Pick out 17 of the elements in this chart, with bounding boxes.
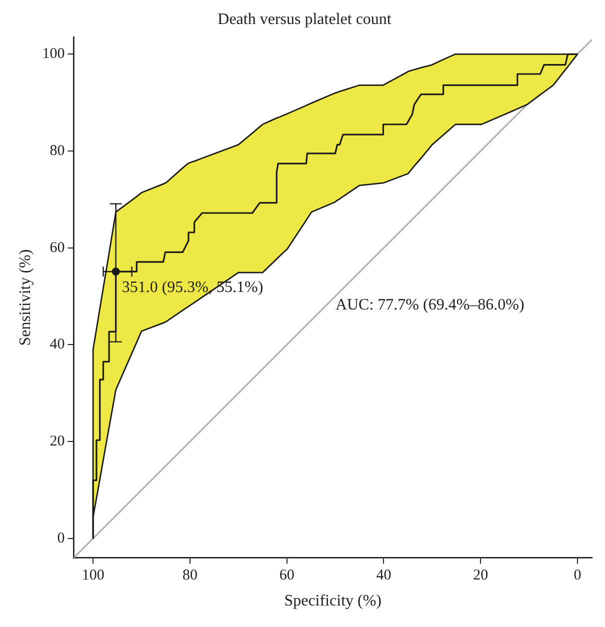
annotation: 351.0 (95.3%, 55.1%) bbox=[122, 278, 264, 296]
x-tick-label: 100 bbox=[82, 568, 104, 584]
y-tick-label: 60 bbox=[50, 240, 65, 256]
y-tick-label: 20 bbox=[50, 434, 65, 450]
annotation: AUC: 77.7% (69.4%–86.0%) bbox=[335, 296, 524, 314]
chart-title: Death versus platelet count bbox=[218, 10, 392, 28]
x-tick-label: 80 bbox=[182, 568, 198, 584]
x-axis-title: Specificity (%) bbox=[284, 592, 382, 610]
x-tick-label: 20 bbox=[473, 568, 488, 584]
x-tick-label: 60 bbox=[279, 568, 294, 584]
x-tick-label: 40 bbox=[376, 568, 392, 584]
y-tick-label: 100 bbox=[42, 46, 65, 62]
x-tick-label: 0 bbox=[574, 568, 582, 584]
y-tick-label: 0 bbox=[57, 530, 65, 546]
y-axis-title: Sensitivity (%) bbox=[16, 249, 34, 346]
y-tick-label: 40 bbox=[50, 336, 65, 353]
y-tick-label: 80 bbox=[50, 142, 65, 159]
